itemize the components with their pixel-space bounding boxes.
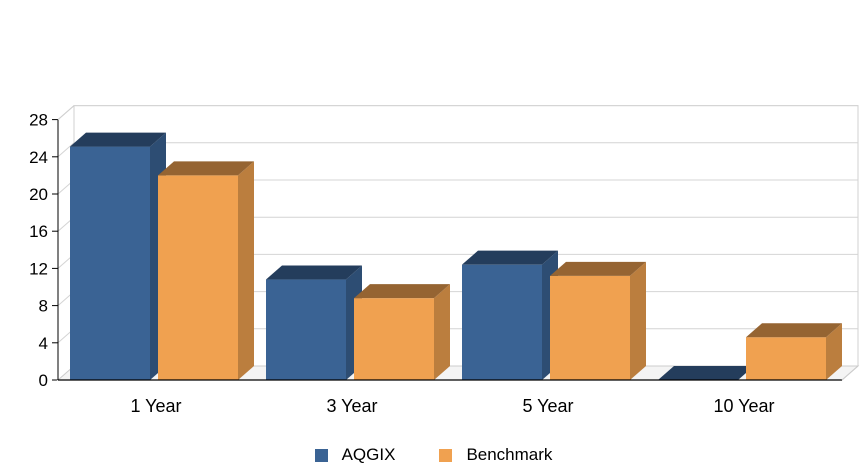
bar-top-aqgix — [462, 250, 558, 265]
x-tick-label: 1 Year — [130, 396, 181, 416]
legend-label-benchmark: Benchmark — [466, 445, 553, 464]
y-axis-top-edge — [57, 105, 75, 120]
bar-aqgix — [266, 279, 346, 380]
bar-top-benchmark — [550, 261, 646, 276]
bar-chart-plot: 0 4 8 12 16 20 24 28 1 Year 3 Year 5 Year 10 Year — [29, 105, 860, 416]
legend-label-aqgix: AQGIX — [341, 445, 396, 464]
y-tick-label: 8 — [39, 297, 48, 316]
y-tick-label: 4 — [39, 334, 48, 353]
x-axis-right-edge — [841, 365, 859, 381]
legend: AQGIX Benchmark — [0, 444, 867, 466]
bar-aqgix — [462, 264, 542, 380]
y-tick-label: 20 — [29, 185, 48, 204]
gridline-side — [57, 142, 75, 158]
x-tick-label: 10 Year — [713, 396, 774, 416]
bar-top-aqgix — [266, 265, 362, 280]
bar-top-benchmark — [158, 161, 254, 176]
bar-benchmark — [158, 175, 238, 380]
x-tick-label: 3 Year — [326, 396, 377, 416]
bar-side-benchmark — [434, 284, 450, 380]
y-tick-label: 16 — [29, 222, 48, 241]
y-tick-label: 12 — [29, 259, 48, 278]
bar-top-benchmark — [354, 284, 450, 299]
y-tick-label: 0 — [39, 371, 48, 390]
x-tick-label: 5 Year — [522, 396, 573, 416]
bar-side-benchmark — [630, 261, 646, 380]
bar-side-benchmark — [826, 323, 842, 380]
bar-aqgix — [70, 146, 150, 380]
y-tick-label: 24 — [29, 148, 48, 167]
y-tick-label: 28 — [29, 111, 48, 130]
bar-benchmark — [746, 337, 826, 380]
bar-top-aqgix — [658, 366, 754, 380]
legend-swatch-aqgix — [314, 448, 328, 462]
legend-item-aqgix: AQGIX — [314, 445, 396, 465]
bar-side-benchmark — [238, 161, 254, 380]
legend-swatch-benchmark — [439, 448, 453, 462]
bar-benchmark — [550, 275, 630, 380]
legend-item-benchmark: Benchmark — [439, 445, 552, 465]
bar-benchmark — [354, 298, 434, 380]
bar-top-benchmark — [746, 323, 842, 338]
bar-top-aqgix — [70, 132, 166, 147]
